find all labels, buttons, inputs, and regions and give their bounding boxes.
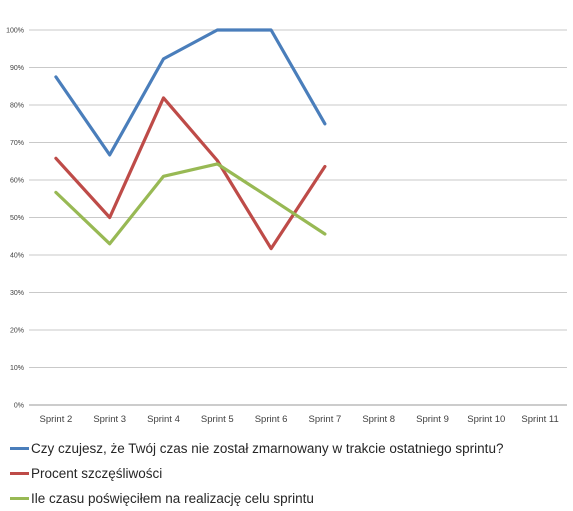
series-line-2	[54, 96, 327, 251]
y-tick-label: 70%	[10, 140, 24, 147]
line-chart: 0% 10% 20% 30% 40% 50% 60% 70% 80% 90% 100% Sprint…	[6, 28, 567, 425]
y-tick-label: 50%	[10, 215, 24, 222]
legend-item-happiness-percent: Procent szczęśliwości	[10, 461, 503, 486]
legend-label: Czy czujesz, że Twój czas nie został zma…	[31, 441, 504, 456]
legend-item-time-on-sprint-goal: Ile czasu poświęciłem na realizację celu…	[10, 486, 503, 511]
x-axis-ticks: Sprint 2 Sprint 3 Sprint 4 Sprint 5 Sprint 6…	[40, 414, 559, 425]
series-line-1	[54, 28, 327, 157]
y-tick-label: 0%	[14, 403, 24, 410]
y-tick-label: 10%	[10, 365, 24, 372]
y-tick-label: 30%	[10, 290, 24, 297]
legend: Czy czujesz, że Twój czas nie został zma…	[10, 436, 503, 511]
y-tick-label: 90%	[10, 65, 24, 72]
y-tick-label: 40%	[10, 253, 24, 260]
x-tick-label: Sprint 11	[521, 414, 558, 425]
series-line-3	[54, 162, 327, 246]
x-tick-label: Sprint 6	[255, 414, 288, 425]
x-tick-label: Sprint 5	[201, 414, 234, 425]
legend-label: Procent szczęśliwości	[31, 466, 163, 481]
x-tick-label: Sprint 7	[309, 414, 342, 425]
x-tick-label: Sprint 2	[40, 414, 73, 425]
x-tick-label: Sprint 10	[467, 414, 505, 425]
y-tick-label: 80%	[10, 103, 24, 110]
y-tick-label: 60%	[10, 178, 24, 185]
y-axis-ticks: 0% 10% 20% 30% 40% 50% 60% 70% 80% 90% 100%	[6, 28, 24, 410]
y-tick-label: 100%	[6, 28, 24, 35]
x-tick-label: Sprint 3	[93, 414, 126, 425]
series-lines	[54, 28, 327, 251]
legend-swatch	[10, 472, 29, 475]
legend-swatch	[10, 447, 29, 450]
y-tick-label: 20%	[10, 328, 24, 335]
legend-swatch	[10, 497, 29, 500]
x-tick-label: Sprint 4	[147, 414, 180, 425]
x-tick-label: Sprint 8	[362, 414, 395, 425]
legend-item-time-not-wasted: Czy czujesz, że Twój czas nie został zma…	[10, 436, 503, 461]
legend-label: Ile czasu poświęciłem na realizację celu…	[31, 491, 314, 506]
x-tick-label: Sprint 9	[416, 414, 449, 425]
